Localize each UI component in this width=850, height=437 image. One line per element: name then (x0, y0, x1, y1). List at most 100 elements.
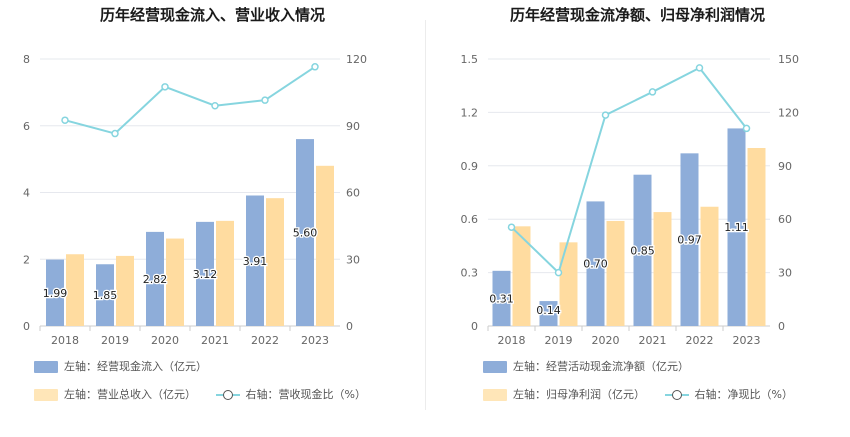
legend-item[interactable]: 左轴：归母净利润（亿元） (483, 386, 645, 402)
y-left-tick-label: 0.6 (461, 213, 479, 226)
line-point (648, 88, 657, 96)
x-tick-label: 2022 (251, 334, 279, 347)
x-tick-label: 2018 (498, 334, 526, 347)
x-tick-label: 2020 (151, 334, 179, 347)
data-label: 3.91 (243, 255, 268, 268)
y-left-tick-label: 8 (23, 53, 30, 66)
line-point (161, 83, 169, 91)
data-label: 0.70 (583, 258, 608, 271)
legend-row: 左轴：营业总收入（亿元） 右轴：营收现金比（%） (34, 386, 382, 402)
bar-right-series (700, 206, 719, 326)
chart-panel-right: 历年经营现金流净额、归母净利润情况 0 0.3 0.6 0.9 1.2 1.5 0 30 60 9… (425, 0, 850, 437)
x-tick-label: 2023 (301, 334, 329, 347)
bar-left-series (296, 139, 314, 326)
y-left-tick-label: 4 (23, 187, 30, 200)
chart-title: 历年经营现金流入、营业收入情况 (99, 6, 325, 24)
legend-item[interactable]: 右轴：营收现金比（%） (215, 386, 366, 402)
legend-label: 左轴：归母净利润（亿元） (513, 388, 645, 401)
x-tick-label: 2019 (101, 334, 129, 347)
line-point (601, 111, 610, 119)
legend-label: 左轴：营业总收入（亿元） (64, 388, 196, 401)
line-point (554, 268, 563, 277)
y-right-tick-label: 90 (346, 120, 360, 133)
x-tick-label: 2018 (51, 334, 79, 347)
bar-left-series (633, 174, 652, 326)
data-label: 0.97 (677, 234, 702, 247)
line-point (742, 124, 751, 133)
y-right-tick-label: 30 (778, 267, 792, 280)
x-tick-label: 2021 (201, 334, 229, 347)
legend-row: 左轴：归母净利润（亿元） 右轴：净现比（%） (483, 386, 809, 402)
legend: 左轴：经营活动现金流净额（亿元） 左轴：归母净利润（亿元） 右轴：净现比（%） (483, 358, 809, 402)
line-series (510, 66, 748, 275)
bar-right-series (559, 242, 578, 326)
data-label: 5.60 (293, 227, 318, 240)
y-right-tick-label: 0 (346, 320, 353, 333)
y-left-tick-label: 1.5 (461, 53, 479, 66)
bar-right-series (653, 212, 672, 326)
bar-left-series (539, 301, 558, 326)
legend-item[interactable]: 右轴：净现比（%） (664, 386, 793, 402)
y-left-tick-label: 2 (23, 253, 30, 266)
line-point (311, 63, 319, 71)
legend: 左轴：经营现金流入（亿元） 左轴：营业总收入（亿元） 右轴：营收现金比（%） (34, 358, 382, 402)
y-right-tick-label: 30 (346, 253, 360, 266)
bar-right-series (512, 226, 531, 326)
data-label: 2.82 (143, 273, 168, 286)
chart-title: 历年经营现金流净额、归母净利润情况 (509, 6, 765, 24)
chart-panel-left: 历年经营现金流入、营业收入情况 0 2 4 6 8 0 30 60 90 120 2018 1.99 2… (23, 6, 382, 402)
legend-item[interactable]: 左轴：经营活动现金流净额（亿元） (483, 358, 689, 374)
chart-canvas-right: 0 0.3 0.6 0.9 1.2 1.5 0 30 60 90 120 150 2018 0.31 201… (461, 53, 800, 347)
data-label: 3.12 (193, 268, 218, 281)
bar-right-series (266, 198, 284, 326)
y-right-tick-label: 120 (346, 53, 367, 66)
legend-swatch-net-cash-flow (483, 361, 507, 373)
y-left-tick-label: 6 (23, 120, 30, 133)
y-right-tick-label: 90 (778, 160, 792, 173)
bar-left-series (246, 195, 264, 326)
line-point (261, 96, 269, 104)
data-label: 0.31 (489, 292, 514, 305)
bar-right-series (116, 255, 134, 326)
legend-label: 右轴：净现比（%） (694, 388, 793, 401)
data-label: 0.14 (536, 304, 561, 317)
legend-label: 左轴：经营活动现金流净额（亿元） (513, 360, 689, 373)
legend-item[interactable]: 左轴：营业总收入（亿元） (34, 386, 196, 402)
bar-right-series (216, 220, 234, 326)
x-tick-label: 2022 (686, 334, 714, 347)
bar-right-series (747, 148, 766, 326)
line-point (507, 223, 516, 231)
legend-line-icon (664, 389, 689, 401)
legend-line-icon (215, 389, 240, 401)
y-left-tick-label: 0 (471, 320, 478, 333)
legend-swatch-cash-inflow (34, 361, 58, 373)
chart-canvas-left: 0 2 4 6 8 0 30 60 90 120 2018 1.99 2019 1.85 2020 2.82 2… (23, 53, 367, 347)
data-label: 1.99 (43, 287, 68, 300)
y-left-tick-label: 0.3 (461, 267, 479, 280)
bar-left-series (727, 128, 746, 326)
y-right-tick-label: 60 (346, 187, 360, 200)
bar-right-series (606, 220, 625, 326)
y-left-tick-label: 0 (23, 320, 30, 333)
bar-left-series (96, 264, 114, 326)
y-right-tick-label: 0 (778, 320, 785, 333)
legend-row: 左轴：经营活动现金流净额（亿元） (483, 358, 809, 374)
line-point (211, 101, 219, 110)
data-label: 1.85 (93, 289, 118, 302)
y-right-tick-label: 60 (778, 213, 792, 226)
panel-divider (425, 20, 426, 410)
legend-label: 左轴：经营现金流入（亿元） (64, 360, 207, 373)
x-tick-label: 2019 (545, 334, 573, 347)
line-point (61, 116, 69, 124)
bar-left-series (680, 153, 699, 326)
x-tick-label: 2023 (733, 334, 761, 347)
bar-right-series (316, 165, 334, 326)
bar-left-series (196, 221, 214, 326)
data-label: 1.11 (724, 221, 749, 234)
legend-item[interactable]: 左轴：经营现金流入（亿元） (34, 358, 207, 374)
line-point (111, 129, 119, 138)
legend-swatch-revenue (34, 389, 58, 401)
bar-left-series (586, 201, 605, 326)
legend-swatch-net-profit (483, 389, 507, 401)
y-left-tick-label: 0.9 (461, 160, 479, 173)
